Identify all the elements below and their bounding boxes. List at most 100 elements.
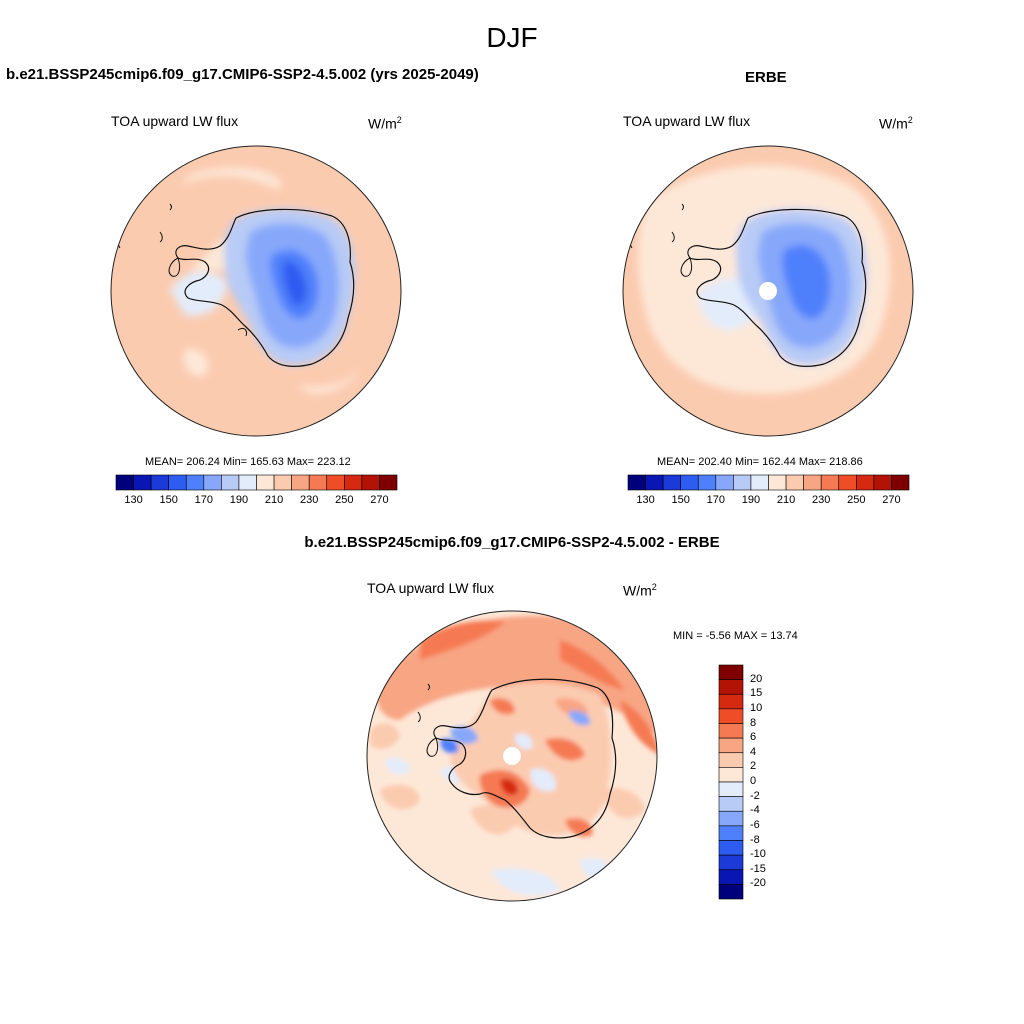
obs-colorbar-swatch xyxy=(680,474,699,491)
obs-colorbar-tick-label: 230 xyxy=(812,494,831,506)
obs-colorbar-tick-label: 130 xyxy=(636,494,655,506)
model-colorbar-tick-label: 130 xyxy=(124,494,143,506)
diff-colorbar-tick-label: -6 xyxy=(750,818,760,831)
model-colorbar-swatch xyxy=(185,474,205,491)
diff-colorbar-tick-label: -20 xyxy=(750,877,766,890)
model-colorbar-swatch xyxy=(238,474,257,491)
obs-map xyxy=(623,146,913,436)
obs-map-border xyxy=(622,145,914,437)
diff-colorbar xyxy=(718,664,744,900)
obs-colorbar-tick-label: 150 xyxy=(671,494,690,506)
diff-colorbar-tick-label: -2 xyxy=(750,789,760,802)
obs-colorbar-swatch xyxy=(627,474,646,491)
model-colorbar-tick-label: 230 xyxy=(300,494,319,506)
obs-colorbar-swatch xyxy=(768,474,787,491)
model-colorbar-swatch xyxy=(326,474,345,491)
model-colorbar-tick-label: 270 xyxy=(370,494,389,506)
model-colorbar-swatch xyxy=(308,474,328,491)
obs-colorbar-swatch xyxy=(838,474,857,491)
obs-panel-title: ERBE xyxy=(745,69,787,86)
diff-colorbar-tick-label: 15 xyxy=(750,687,763,700)
obs-colorbar-swatch xyxy=(697,474,717,491)
diff-colorbar-tick-label: 10 xyxy=(750,701,763,714)
diff-colorbar-tick-label: 4 xyxy=(750,745,757,758)
model-map-border xyxy=(110,145,402,437)
model-colorbar-swatch xyxy=(361,474,380,491)
diff-colorbar-tick-label: 8 xyxy=(750,716,757,729)
obs-colorbar-swatch xyxy=(662,474,681,491)
diff-colorbar-tick-label: -10 xyxy=(750,848,766,861)
obs-colorbar-swatch xyxy=(803,474,822,491)
model-colorbar-swatch xyxy=(168,474,187,491)
model-colorbar-swatch xyxy=(221,474,240,491)
diff-colorbar-tick-label: -15 xyxy=(750,862,766,875)
obs-colorbar-swatch xyxy=(645,474,664,491)
model-colorbar-tick-label: 150 xyxy=(159,494,178,506)
diff-colorbar-tick-label: 2 xyxy=(750,760,757,773)
model-colorbar-swatch xyxy=(379,474,398,491)
model-map xyxy=(111,146,401,436)
obs-colorbar-tick-label: 190 xyxy=(741,494,761,506)
model-colorbar-swatch xyxy=(344,474,363,491)
obs-colorbar-swatch xyxy=(715,474,734,491)
diff-colorbar-swatch xyxy=(718,723,744,739)
diff-units: W/m2 xyxy=(623,582,657,599)
diff-variable-label: TOA upward LW flux xyxy=(367,580,495,596)
obs-colorbar-swatch xyxy=(733,474,752,491)
model-colorbar-swatch xyxy=(273,474,292,491)
diff-colorbar-swatch xyxy=(718,781,744,797)
model-colorbar-tick-label: 190 xyxy=(229,494,249,506)
model-colorbar-tick-label: 250 xyxy=(335,494,354,506)
diff-map xyxy=(367,611,657,901)
model-colorbar-swatch xyxy=(115,474,134,491)
diff-colorbar-swatch xyxy=(718,884,744,900)
model-colorbar-swatch xyxy=(203,474,222,491)
obs-variable-label: TOA upward LW flux xyxy=(623,113,751,129)
model-panel-title: b.e21.BSSP245cmip6.f09_g17.CMIP6-SSP2-4.… xyxy=(6,66,479,83)
diff-colorbar-swatch xyxy=(718,869,744,885)
model-colorbar xyxy=(115,474,398,491)
diff-colorbar-swatch xyxy=(718,693,744,710)
obs-stats: MEAN= 202.40 Min= 162.44 Max= 218.86 xyxy=(657,456,863,468)
obs-colorbar-swatch xyxy=(873,474,892,491)
obs-units: W/m2 xyxy=(879,115,913,132)
diff-map-border xyxy=(366,610,658,902)
obs-colorbar-swatch xyxy=(785,474,804,491)
obs-colorbar-tick-label: 210 xyxy=(776,494,796,506)
obs-colorbar-swatch xyxy=(820,474,840,491)
model-stats: MEAN= 206.24 Min= 165.63 Max= 223.12 xyxy=(145,456,351,468)
figure-title: DJF xyxy=(486,22,538,53)
diff-panel-title: b.e21.BSSP245cmip6.f09_g17.CMIP6-SSP2-4.… xyxy=(304,534,720,551)
obs-colorbar-swatch xyxy=(750,474,769,491)
diff-colorbar-tick-label: -4 xyxy=(750,804,760,817)
model-colorbar-swatch xyxy=(150,474,169,491)
diff-colorbar-swatch xyxy=(718,708,744,724)
model-colorbar-swatch xyxy=(256,474,275,491)
diff-colorbar-swatch xyxy=(718,810,744,827)
diff-colorbar-swatch xyxy=(718,825,744,841)
model-colorbar-swatch xyxy=(133,474,152,491)
model-variable-label: TOA upward LW flux xyxy=(111,113,239,129)
obs-colorbar xyxy=(627,474,910,491)
obs-colorbar-tick-label: 270 xyxy=(882,494,901,506)
diff-colorbar-swatch xyxy=(718,737,744,754)
diff-colorbar-swatch xyxy=(718,752,744,768)
diff-colorbar-swatch xyxy=(718,767,744,783)
diff-colorbar-swatch xyxy=(718,796,744,812)
diff-colorbar-swatch xyxy=(718,854,744,871)
diff-colorbar-tick-label: -8 xyxy=(750,833,760,846)
obs-colorbar-tick-label: 250 xyxy=(847,494,866,506)
model-colorbar-swatch xyxy=(291,474,310,491)
diff-colorbar-swatch xyxy=(718,664,744,680)
obs-colorbar-tick-label: 170 xyxy=(706,494,725,506)
diff-colorbar-swatch xyxy=(718,679,744,695)
diff-colorbar-tick-label: 6 xyxy=(750,731,757,744)
model-colorbar-tick-label: 210 xyxy=(264,494,284,506)
diff-colorbar-tick-label: 0 xyxy=(750,775,757,787)
diff-colorbar-swatch xyxy=(718,840,744,856)
obs-colorbar-swatch xyxy=(856,474,875,491)
model-units: W/m2 xyxy=(368,115,402,132)
diff-colorbar-tick-label: 20 xyxy=(750,672,763,685)
obs-colorbar-swatch xyxy=(891,474,910,491)
